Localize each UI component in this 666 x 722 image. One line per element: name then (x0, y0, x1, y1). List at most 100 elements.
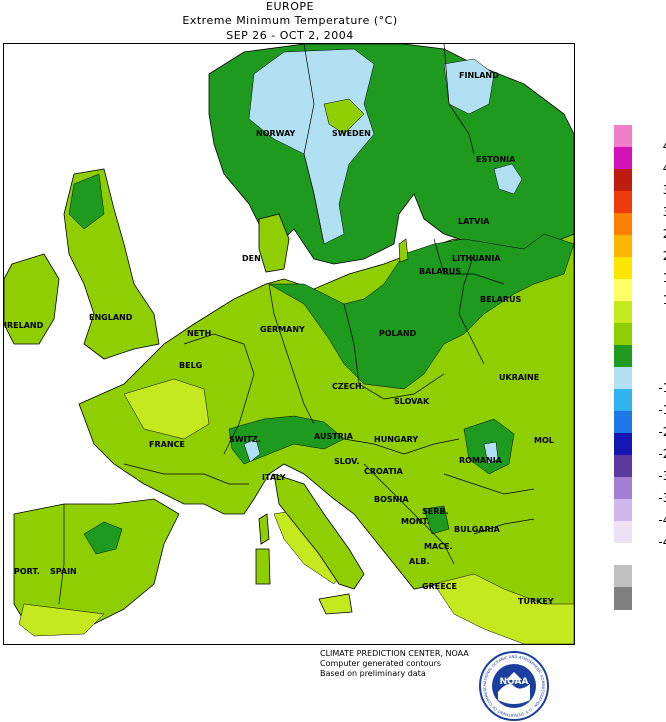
country-label-denmark: DEN (242, 254, 261, 263)
legend-label: 40 (642, 161, 666, 175)
cold-zone-alps (243, 438, 261, 463)
legend-label: 45 (642, 139, 666, 153)
legend-swatch (614, 257, 632, 280)
corsica-island (258, 513, 270, 545)
ireland (4, 253, 60, 345)
legend-swatch (614, 587, 632, 610)
legend-label: -5 (642, 359, 666, 373)
sardinia-island (255, 548, 271, 585)
legend-swatch (614, 565, 632, 588)
credits-line-agency: CLIMATE PREDICTION CENTER, NOAA (320, 649, 469, 658)
country-label-netherlands: NETH (187, 329, 211, 338)
credits-block: CLIMATE PREDICTION CENTER, NOAA Computer… (320, 649, 469, 679)
country-label-montenegro: MONT. (401, 517, 430, 526)
warm-band-south-sweden (323, 98, 365, 135)
noaa-logo: NOAA NATIONAL OCEANIC AND ATMOSPHERIC AD… (478, 650, 549, 721)
country-label-estonia: ESTONIA (476, 155, 516, 164)
noaa-logo-text: NOAA (500, 677, 529, 687)
legend-label: 35 (642, 183, 666, 197)
country-label-bosnia: BOSNIA (374, 495, 409, 504)
country-label-moldova: MOL (534, 436, 554, 445)
denmark (258, 213, 290, 273)
legend-swatch (614, 279, 632, 302)
country-label-portugal: PORT. (14, 567, 40, 576)
country-label-france: FRANCE (149, 440, 185, 449)
legend-swatch (614, 367, 632, 390)
country-label-finland: FINLAND (459, 71, 499, 80)
warm-band-west-france (123, 378, 210, 440)
legend-label: 10 (642, 293, 666, 307)
country-label-macedonia: MACE. (424, 542, 453, 551)
country-label-germany: GERMANY (260, 325, 305, 334)
cool-band-central-europe (268, 233, 574, 390)
country-label-ukraine: UKRAINE (499, 373, 539, 382)
warm-band-spain-south (18, 603, 105, 637)
gotland-island (398, 238, 409, 263)
country-label-spain: SPAIN (50, 567, 77, 576)
legend-label: -15 (658, 403, 666, 417)
legend-label: -25 (658, 447, 666, 461)
legend-label: -45 (658, 535, 666, 549)
map-variable-title: Extreme Minimum Temperature (°C) (182, 14, 398, 27)
legend-swatch (614, 169, 632, 192)
cold-zone-estonia (493, 163, 523, 195)
legend-label: 5 (642, 315, 666, 329)
legend-label: -40 (658, 513, 666, 527)
legend-swatch (614, 477, 632, 500)
legend-swatch (614, 345, 632, 368)
legend-swatch (614, 147, 632, 170)
legend-swatch (614, 213, 632, 236)
country-label-serbia: SERB. (422, 507, 449, 516)
legend-swatch (614, 235, 632, 258)
country-label-slovenia: SLOV. (334, 457, 359, 466)
country-label-romania: ROMANIA (459, 456, 503, 465)
country-label-slovakia: SLOVAK (394, 397, 430, 406)
country-label-latvia: LATVIA (458, 217, 490, 226)
country-boundaries (58, 44, 535, 605)
legend-swatch (614, 125, 632, 148)
map-region-title: EUROPE (266, 0, 314, 13)
legend-swatch (614, 521, 632, 544)
legend-swatch (614, 499, 632, 522)
country-label-bulgaria: BULGARIA (454, 525, 501, 534)
legend-swatch (614, 433, 632, 456)
credits-line-data: Based on preliminary data (320, 669, 426, 678)
legend-swatch (614, 389, 632, 412)
legend-label: 0 (642, 337, 666, 351)
legend-label: 15 (642, 271, 666, 285)
country-label-sweden: SWEDEN (332, 129, 371, 138)
country-label-belarus: BELARUS (480, 295, 522, 304)
country-label-norway: NORWAY (256, 129, 296, 138)
scotland-highlands (68, 173, 105, 230)
country-label-hungary: HUNGARY (374, 435, 418, 444)
legend-label: 20 (642, 249, 666, 263)
map-period-title: SEP 26 - OCT 2, 2004 (226, 29, 354, 42)
sicily-island (318, 593, 353, 615)
country-label-ireland: IRELAND (4, 321, 44, 330)
country-label-czech: CZECH. (332, 382, 365, 391)
map-canvas: FINLAND NORWAY SWEDEN ESTONIA LATVIA DEN… (4, 44, 574, 644)
italy-peninsula (273, 473, 365, 590)
country-label-switzerland: SWITZ. (229, 435, 261, 444)
legend-swatch (614, 301, 632, 324)
legend-label: -10 (658, 381, 666, 395)
cool-band-spain (83, 521, 123, 555)
legend-swatch (614, 411, 632, 434)
country-label-austria: AUSTRIA (314, 432, 354, 441)
legend-label: 30 (642, 205, 666, 219)
country-label-italy: ITALY (262, 473, 286, 482)
legend-label: -20 (658, 425, 666, 439)
cold-zone-norway-sweden (248, 48, 375, 245)
legend-label: -35 (658, 491, 666, 505)
country-label-kaliningrad: BALARUS (419, 267, 461, 276)
legend-swatch (614, 191, 632, 214)
country-label-turkey: TURKEY (518, 597, 554, 606)
country-label-greece: GREECE (422, 582, 457, 591)
credits-line-method: Computer generated contours (320, 659, 442, 668)
legend-swatch (614, 543, 632, 566)
country-label-belgium: BELG (179, 361, 202, 370)
country-label-croatia: CROATIA (364, 467, 404, 476)
country-label-england: ENGLAND (89, 313, 133, 322)
cool-band-balkans (423, 505, 450, 535)
cold-zone-romania (483, 441, 499, 465)
